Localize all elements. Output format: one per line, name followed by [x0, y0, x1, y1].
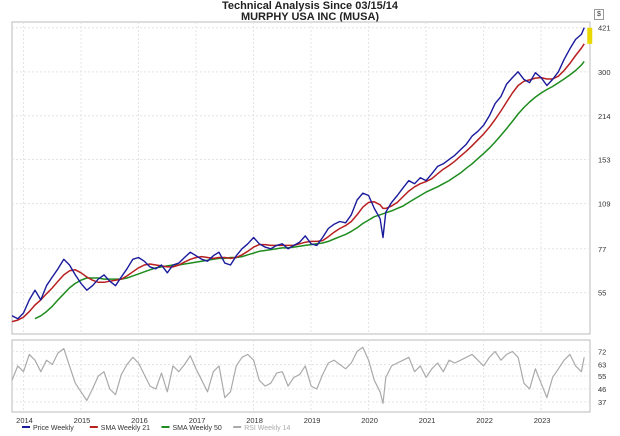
chart-subtitle: MURPHY USA INC (MUSA) [240, 11, 380, 23]
x-tick-label: 2015 [74, 416, 91, 425]
x-tick-label: 2023 [534, 416, 551, 425]
legend-item: SMA Weekly 21 [89, 425, 150, 432]
y-tick-label: 77 [598, 245, 606, 254]
x-tick-label: 2020 [361, 416, 378, 425]
legend-item: SMA Weekly 50 [161, 425, 222, 432]
y-tick-label: 153 [598, 155, 611, 164]
rsi-y-tick-label: 46 [598, 385, 606, 394]
sma21-line [11, 43, 585, 323]
legend-label: SMA Weekly 50 [173, 425, 222, 432]
price-panel-frame [11, 21, 591, 335]
x-tick-label: 2018 [246, 416, 263, 425]
x-tick-label: 2014 [16, 416, 33, 425]
y-tick-label: 55 [598, 289, 606, 298]
legend-item: RSI Weekly 14 [233, 425, 290, 432]
currency-unit-badge: $ [594, 9, 604, 20]
x-tick-label: 2019 [304, 416, 321, 425]
chart-title: Technical Analysis Since 03/15/14 [221, 0, 399, 12]
rsi-y-tick-label: 63 [598, 360, 606, 369]
x-tick-label: 2017 [189, 416, 206, 425]
y-tick-label: 300 [598, 68, 611, 77]
legend-label: RSI Weekly 14 [244, 425, 290, 432]
current-price-marker [587, 27, 593, 44]
sma50-line [34, 60, 585, 320]
legend-label: SMA Weekly 21 [101, 425, 150, 432]
rsi-y-tick-label: 72 [598, 348, 606, 357]
x-tick-label: 2022 [476, 416, 493, 425]
price-line [11, 27, 585, 320]
y-tick-label: 109 [598, 200, 611, 209]
y-tick-label: 214 [598, 112, 611, 121]
legend-label: Price Weekly [33, 425, 74, 432]
y-tick-label: 421 [598, 24, 611, 33]
x-tick-label: 2021 [419, 416, 436, 425]
rsi-y-tick-label: 37 [598, 398, 606, 407]
legend-item: Price Weekly [22, 425, 74, 432]
rsi-line [11, 346, 585, 404]
rsi-y-tick-label: 55 [598, 372, 606, 381]
x-tick-label: 2016 [131, 416, 148, 425]
